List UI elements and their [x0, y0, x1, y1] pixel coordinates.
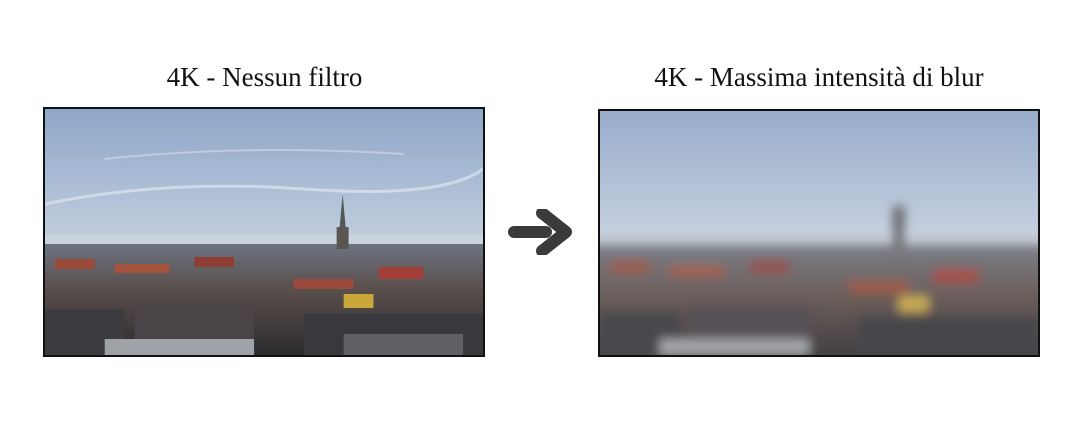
caption-no-filter: 4K - Nessun filtro	[166, 62, 363, 92]
photo-no-filter	[43, 107, 485, 357]
photo-max-blur	[598, 109, 1040, 357]
city-skyline-image	[45, 109, 483, 355]
arrow-right-icon	[506, 207, 572, 257]
caption-max-blur: 4K - Massima intensità di blur	[654, 62, 984, 92]
blurred-city-skyline-image	[600, 111, 1038, 355]
